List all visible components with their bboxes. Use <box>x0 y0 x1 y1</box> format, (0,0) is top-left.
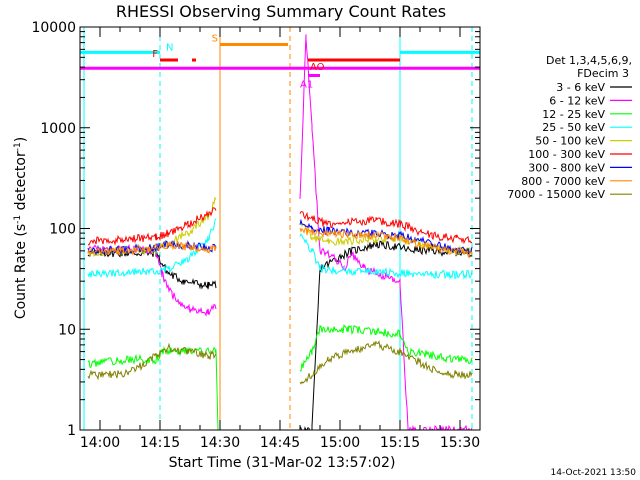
y-axis-label-sup: -1 <box>13 215 23 224</box>
legend-label-6: 300 - 800 keV <box>528 161 605 174</box>
y-tick-label-2: 100 <box>49 222 76 238</box>
x-axis-label: Start Time (31-Mar-02 13:57:02) <box>169 455 396 471</box>
chart-title: RHESSI Observing Summary Count Rates <box>116 2 446 21</box>
flag-label-s: S <box>212 34 218 45</box>
y-axis-label-b: detector <box>13 151 29 215</box>
legend-header-decim: FDecim 3 <box>577 67 629 80</box>
legend-label-4: 50 - 100 keV <box>535 135 605 148</box>
x-tick-label-4: 15:00 <box>320 435 360 451</box>
timestamp: 14-Oct-2021 13:50 <box>551 468 637 478</box>
legend-label-5: 100 - 300 keV <box>528 148 605 161</box>
flag-label-ao: AO <box>310 62 325 73</box>
series-line-2 <box>87 324 473 430</box>
y-tick-label-1: 10 <box>58 322 76 338</box>
legend-label-1: 6 - 12 keV <box>549 94 605 107</box>
flag-label-a1: A1 <box>300 80 313 91</box>
legend-label-7: 800 - 7000 keV <box>521 175 605 188</box>
y-tick-label-4: 10000 <box>31 20 76 36</box>
x-tick-label-0: 14:00 <box>80 435 120 451</box>
y-tick-label-0: 1 <box>67 423 76 439</box>
series-7000-15000-kev <box>87 340 473 385</box>
series-800-7000-kev <box>87 226 473 260</box>
x-tick-label-1: 14:15 <box>140 435 180 451</box>
legend-header-detectors: Det 1,3,4,5,6,9, <box>546 54 632 67</box>
series-25-50-kev <box>87 218 473 281</box>
x-tick-label-3: 14:45 <box>260 435 300 451</box>
x-tick-label-6: 15:30 <box>440 435 480 451</box>
series-line-5 <box>87 207 473 246</box>
flag-label-f: F <box>152 49 158 60</box>
y-axis-label-c: ) <box>13 137 29 142</box>
y-axis-label-a: Count Rate (s <box>13 224 29 319</box>
series-line-3 <box>87 218 473 281</box>
y-axis-label: Count Rate (s-1 detector-1) <box>13 137 29 319</box>
y-axis-label-sup2: -1 <box>13 142 23 151</box>
x-tick-label-2: 14:30 <box>200 435 240 451</box>
x-tick-label-5: 15:15 <box>380 435 420 451</box>
legend-label-3: 25 - 50 keV <box>542 121 605 134</box>
legend-label-8: 7000 - 15000 keV <box>507 188 605 201</box>
series-100-300-kev <box>87 207 473 246</box>
legend-label-2: 12 - 25 keV <box>542 108 605 121</box>
series-line-7 <box>87 226 473 260</box>
flag-label-n: N <box>166 42 173 53</box>
series-12-25-kev <box>87 324 473 430</box>
legend-label-0: 3 - 6 keV <box>556 81 605 94</box>
y-tick-label-3: 1000 <box>40 121 76 137</box>
series-line-8 <box>87 340 473 385</box>
